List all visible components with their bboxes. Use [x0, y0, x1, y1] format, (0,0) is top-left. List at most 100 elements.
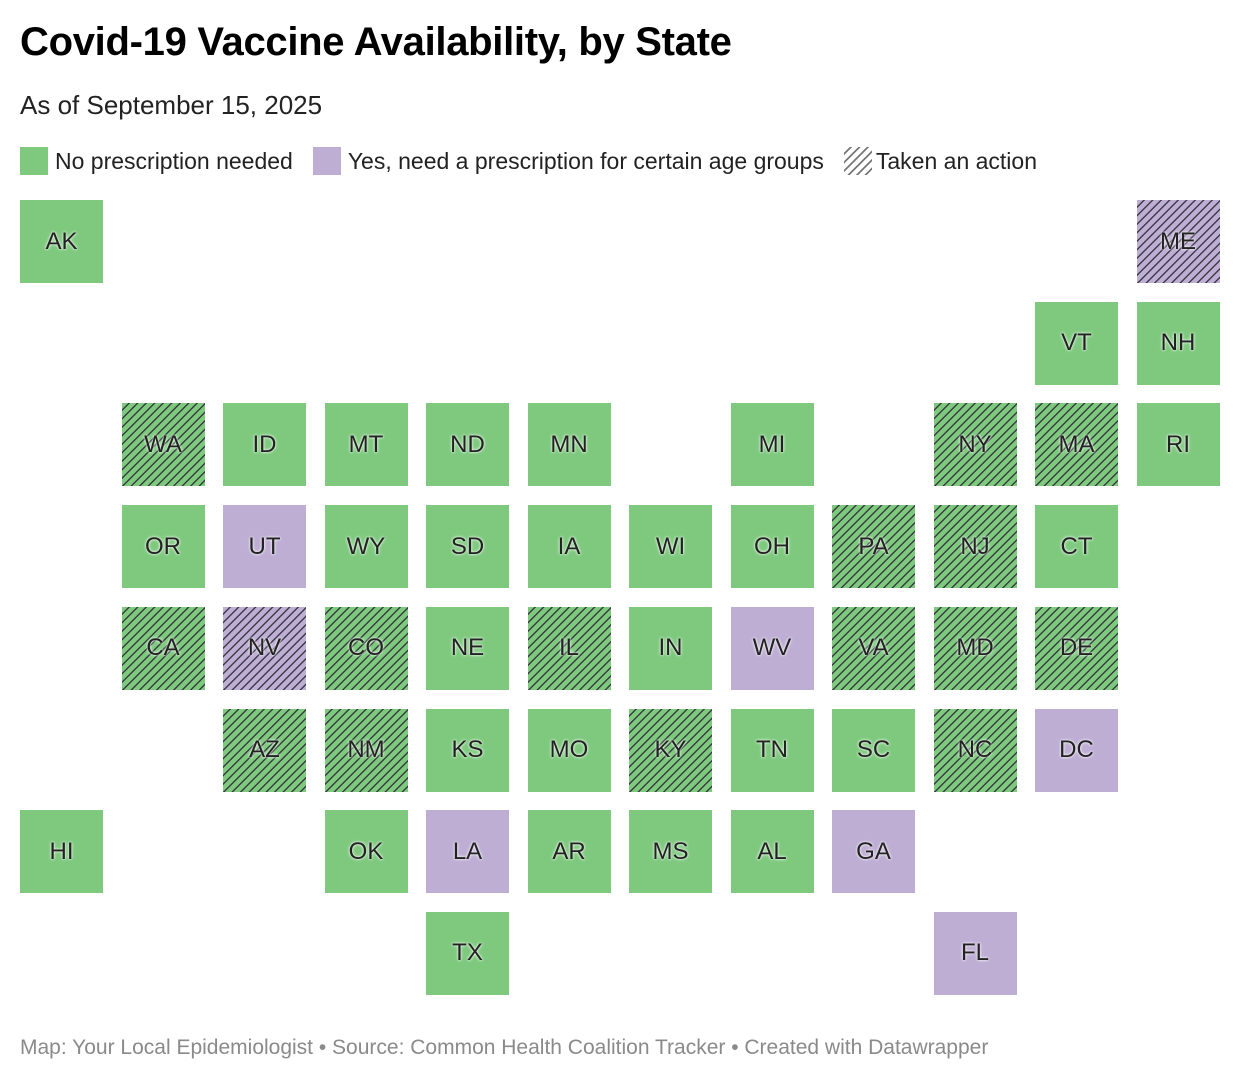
state-label: IN	[658, 634, 683, 662]
legend-item-no-rx: No prescription needed	[20, 147, 293, 175]
state-label: NC	[957, 736, 993, 763]
state-label: ME	[1160, 227, 1196, 255]
state-label: AZ	[249, 736, 280, 763]
state-tile-mn[interactable]: MN	[527, 403, 611, 487]
state-label: TX	[452, 939, 483, 967]
state-label: OH	[754, 532, 790, 560]
state-tile-il[interactable]: IL	[527, 606, 611, 690]
state-tile-ct[interactable]: CT	[1035, 505, 1118, 589]
state-tile-ky[interactable]: KY	[629, 708, 712, 792]
state-label: OK	[348, 837, 384, 865]
state-tile-ga[interactable]: GA	[832, 810, 915, 894]
state-label: MT	[348, 430, 384, 458]
state-label: DC	[1059, 736, 1094, 763]
state-label: NH	[1160, 329, 1196, 357]
state-tile-me[interactable]: ME	[1136, 200, 1220, 283]
state-tile-nj[interactable]: NJ	[933, 505, 1017, 589]
state-label: NJ	[960, 532, 990, 560]
legend-label: Taken an action	[875, 147, 1038, 174]
state-label: WV	[752, 634, 792, 662]
state-label: WA	[144, 430, 182, 458]
state-label: ND	[450, 430, 485, 458]
state-label: AL	[757, 837, 787, 865]
state-tile-ia[interactable]: IA	[527, 505, 611, 589]
state-tile-ca[interactable]: CA	[121, 606, 205, 690]
chart-title: Covid-19 Vaccine Availability, by State	[20, 20, 732, 64]
state-tile-mi[interactable]: MI	[730, 403, 814, 487]
state-tile-az[interactable]: AZ	[223, 708, 306, 792]
state-label: NE	[450, 634, 485, 662]
state-label: CO	[348, 634, 384, 662]
state-label: DE	[1059, 634, 1094, 662]
state-label: MO	[549, 736, 589, 763]
footer-credits: Map: Your Local Epidemiologist • Source:…	[20, 1036, 989, 1059]
state-tile-mo[interactable]: MO	[527, 708, 611, 792]
state-tile-or[interactable]: OR	[121, 505, 205, 589]
state-tile-hi[interactable]: HI	[20, 810, 103, 894]
state-tile-ma[interactable]: MA	[1035, 403, 1118, 487]
state-label: AK	[45, 227, 78, 255]
state-label: NY	[958, 430, 992, 458]
state-tile-dc[interactable]: DC	[1035, 708, 1118, 792]
state-tile-mt[interactable]: MT	[324, 403, 408, 487]
state-tile-md[interactable]: MD	[933, 606, 1017, 690]
state-tile-va[interactable]: VA	[832, 606, 915, 690]
state-tile-nm[interactable]: NM	[324, 708, 408, 792]
state-label: MD	[956, 634, 994, 662]
state-tile-nd[interactable]: ND	[426, 403, 509, 487]
state-tile-ri[interactable]: RI	[1136, 403, 1220, 487]
state-tile-ny[interactable]: NY	[933, 403, 1017, 487]
state-tile-wv[interactable]: WV	[730, 606, 814, 690]
state-tile-sd[interactable]: SD	[426, 505, 509, 589]
state-label: OR	[145, 532, 181, 560]
state-tile-de[interactable]: DE	[1035, 606, 1118, 690]
legend-item-action: Taken an action	[843, 147, 1038, 175]
state-tile-sc[interactable]: SC	[832, 708, 915, 792]
state-tile-ar[interactable]: AR	[527, 810, 611, 894]
state-tile-pa[interactable]: PA	[832, 505, 915, 589]
state-tile-in[interactable]: IN	[629, 606, 712, 690]
state-label: PA	[858, 532, 889, 560]
state-label: SD	[450, 532, 485, 560]
state-tile-vt[interactable]: VT	[1035, 301, 1118, 385]
state-tile-ok[interactable]: OK	[324, 810, 408, 894]
state-label: NV	[247, 634, 282, 662]
state-tile-la[interactable]: LA	[426, 810, 509, 894]
state-tile-oh[interactable]: OH	[730, 505, 814, 589]
state-label: IL	[558, 634, 579, 662]
state-tile-wi[interactable]: WI	[629, 505, 712, 589]
state-label: HI	[49, 837, 74, 865]
state-tile-ms[interactable]: MS	[629, 810, 712, 894]
state-label: TN	[756, 736, 788, 763]
state-label: SC	[856, 736, 891, 763]
state-tile-fl[interactable]: FL	[933, 911, 1017, 995]
state-tile-al[interactable]: AL	[730, 810, 814, 894]
state-label: LA	[452, 837, 483, 865]
state-tile-ak[interactable]: AK	[20, 200, 103, 283]
state-tile-tn[interactable]: TN	[730, 708, 814, 792]
state-label: IA	[557, 532, 581, 560]
state-label: UT	[248, 532, 281, 560]
state-tile-ne[interactable]: NE	[426, 606, 509, 690]
state-tile-nh[interactable]: NH	[1136, 301, 1220, 385]
state-label: NM	[347, 736, 385, 763]
state-label: ID	[252, 430, 277, 458]
state-tile-co[interactable]: CO	[324, 606, 408, 690]
state-label: MN	[550, 430, 588, 458]
state-label: GA	[856, 837, 891, 865]
state-label: KS	[451, 736, 484, 763]
chart-subtitle: As of September 15, 2025	[20, 90, 323, 120]
state-tile-wy[interactable]: WY	[324, 505, 408, 589]
state-tile-ut[interactable]: UT	[223, 505, 306, 589]
state-tile-tx[interactable]: TX	[426, 911, 509, 995]
state-label: WI	[655, 532, 686, 560]
state-tile-ks[interactable]: KS	[426, 708, 509, 792]
state-label: VT	[1061, 329, 1092, 357]
state-label: MS	[652, 837, 689, 865]
state-label: MA	[1058, 430, 1095, 458]
state-tile-nc[interactable]: NC	[933, 708, 1017, 792]
state-label: FL	[960, 939, 989, 967]
state-tile-id[interactable]: ID	[223, 403, 306, 487]
state-tile-nv[interactable]: NV	[223, 606, 306, 690]
state-tile-wa[interactable]: WA	[121, 403, 205, 487]
